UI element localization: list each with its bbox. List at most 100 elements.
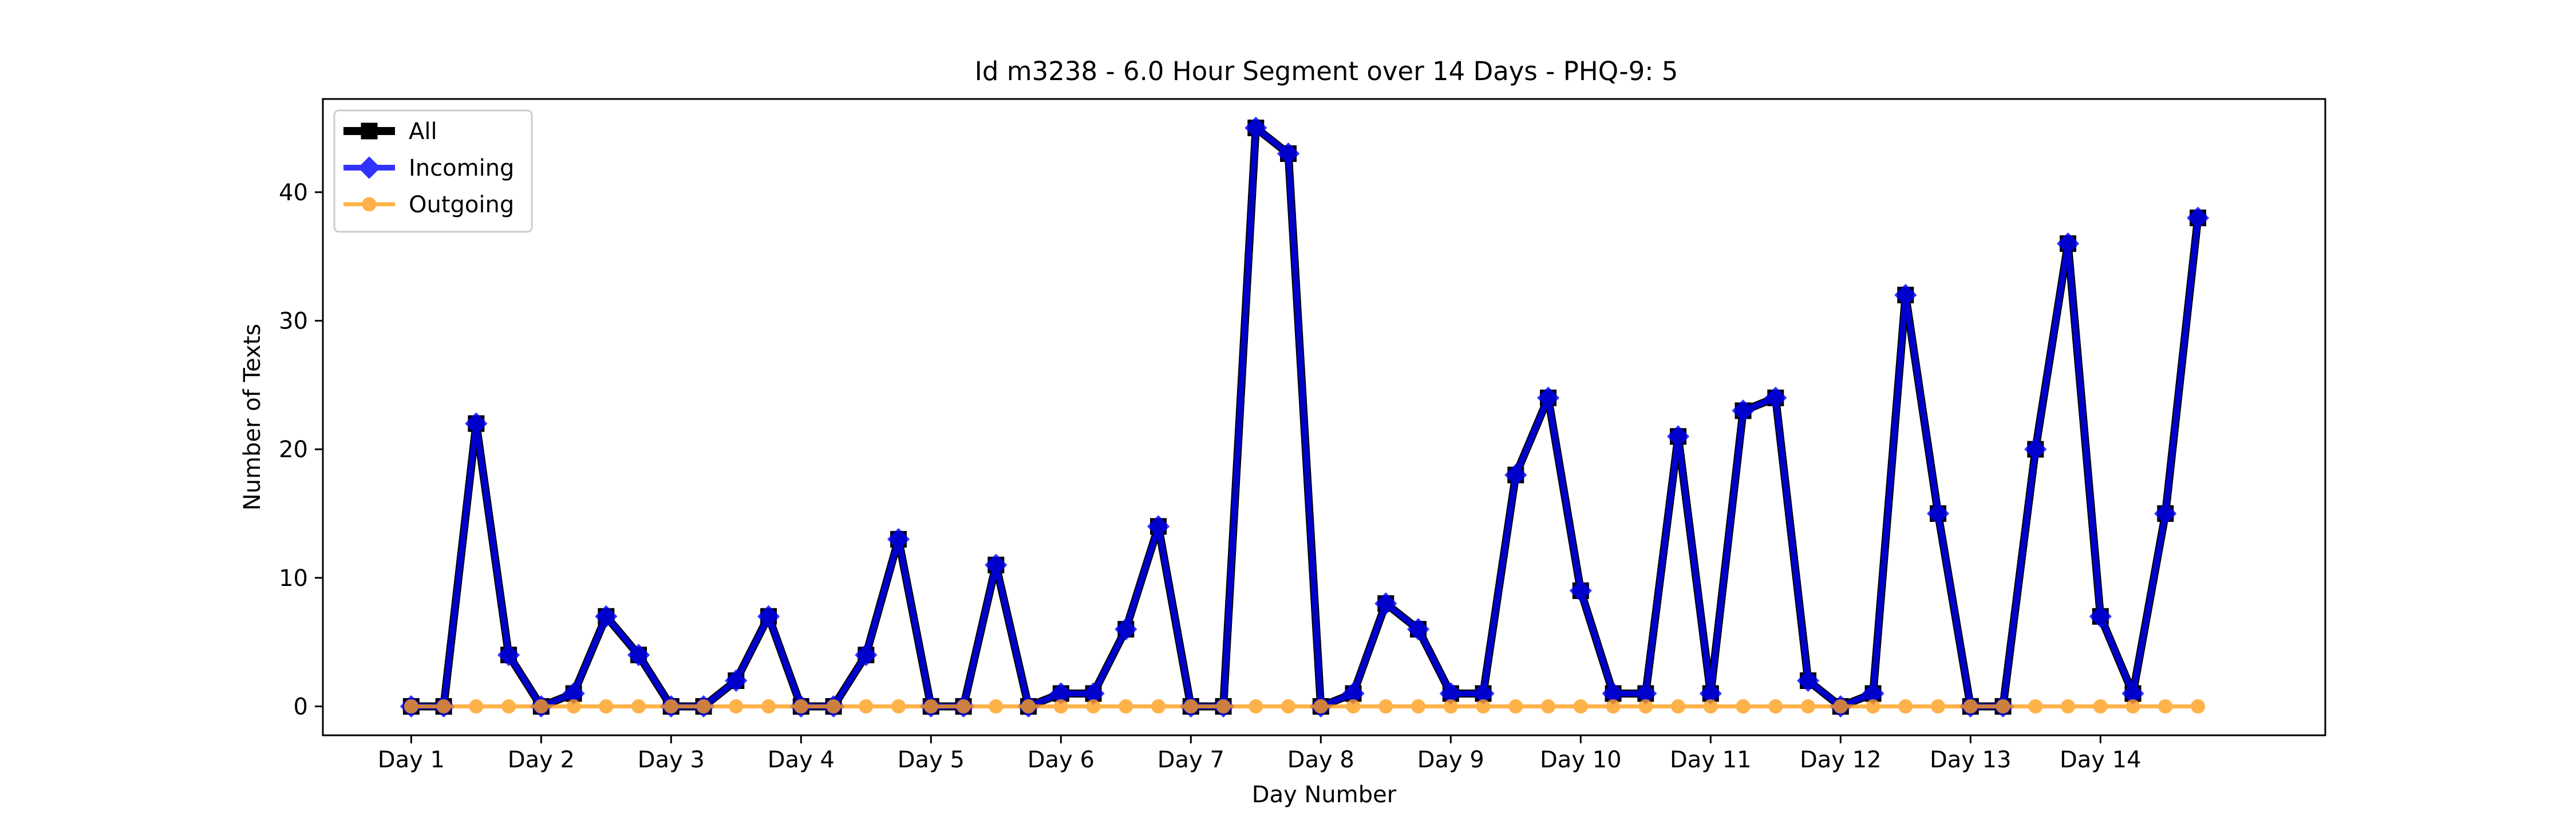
data-point-incoming bbox=[1796, 669, 1820, 692]
data-point-outgoing bbox=[1021, 699, 1036, 714]
data-point-outgoing bbox=[2191, 699, 2206, 714]
data-point-outgoing bbox=[1443, 699, 1458, 714]
x-tick-label: Day 8 bbox=[1287, 747, 1354, 773]
data-point-incoming bbox=[1732, 399, 1755, 422]
y-axis-label: Number of Texts bbox=[239, 324, 266, 510]
data-point-incoming bbox=[757, 605, 780, 628]
y-tick-label: 10 bbox=[279, 565, 308, 592]
legend-box bbox=[333, 109, 533, 233]
data-point-outgoing bbox=[2125, 699, 2140, 714]
data-point-outgoing bbox=[1476, 699, 1491, 714]
x-tick-label: Day 1 bbox=[378, 747, 445, 773]
data-point-outgoing bbox=[1378, 699, 1393, 714]
y-tick-label: 40 bbox=[279, 180, 308, 206]
y-tick-label: 20 bbox=[279, 437, 308, 463]
data-point-incoming bbox=[627, 643, 650, 667]
data-point-outgoing bbox=[631, 699, 646, 714]
legend-item-outgoing bbox=[343, 197, 395, 212]
y-axis-ticks: 0 10 20 30 40 bbox=[279, 180, 323, 720]
data-point-outgoing bbox=[534, 699, 548, 714]
data-point-outgoing bbox=[826, 699, 841, 714]
data-point-incoming bbox=[1406, 618, 1430, 641]
data-point-incoming bbox=[1277, 142, 1300, 165]
data-point-outgoing bbox=[2028, 699, 2043, 714]
data-point-outgoing bbox=[1768, 699, 1783, 714]
legend-label: Incoming bbox=[409, 155, 514, 181]
data-point-incoming bbox=[1147, 515, 1170, 538]
y-tick-label: 0 bbox=[294, 694, 308, 720]
data-point-outgoing bbox=[1671, 699, 1686, 714]
data-point-incoming bbox=[2056, 232, 2080, 255]
data-point-outgoing bbox=[1801, 699, 1816, 714]
data-point-outgoing bbox=[923, 699, 938, 714]
chart-title: Id m3238 - 6.0 Hour Segment over 14 Days… bbox=[975, 56, 1678, 86]
data-point-outgoing bbox=[1216, 699, 1231, 714]
x-axis-ticks: Day 1 Day 2 Day 3 Day 4 Day 5 Day 6 Day 7 Day 8… bbox=[378, 735, 2142, 773]
data-point-incoming bbox=[2089, 605, 2112, 628]
data-point-incoming bbox=[1569, 579, 1592, 602]
data-point-outgoing bbox=[1346, 699, 1361, 714]
data-point-outgoing bbox=[663, 699, 678, 714]
data-point-incoming bbox=[2186, 207, 2210, 229]
data-point-incoming bbox=[1666, 425, 1690, 448]
data-point-incoming bbox=[985, 553, 1008, 576]
data-point-outgoing bbox=[729, 699, 744, 714]
x-tick-label: Day 12 bbox=[1800, 747, 1882, 773]
x-tick-label: Day 11 bbox=[1670, 747, 1752, 773]
data-point-incoming bbox=[595, 605, 618, 628]
data-point-incoming bbox=[1244, 116, 1267, 140]
data-point-outgoing bbox=[1119, 699, 1133, 714]
data-point-outgoing bbox=[1931, 699, 1946, 714]
data-point-outgoing bbox=[696, 699, 711, 714]
data-point-outgoing bbox=[2061, 699, 2076, 714]
x-tick-label: Day 10 bbox=[1540, 747, 1622, 773]
x-tick-label: Day 13 bbox=[1930, 747, 2012, 773]
data-point-incoming bbox=[725, 669, 748, 692]
series-outgoing bbox=[404, 699, 2206, 714]
plot-frame bbox=[322, 98, 2326, 736]
data-point-outgoing bbox=[501, 699, 516, 714]
data-point-outgoing bbox=[859, 699, 874, 714]
data-point-outgoing bbox=[956, 699, 971, 714]
data-point-outgoing bbox=[1638, 699, 1653, 714]
data-point-outgoing bbox=[2093, 699, 2108, 714]
data-point-outgoing bbox=[1281, 699, 1296, 714]
legend-item-all bbox=[343, 122, 395, 140]
y-tick-label: 30 bbox=[279, 308, 308, 335]
data-point-outgoing bbox=[1996, 699, 2010, 714]
x-tick-label: Day 9 bbox=[1417, 747, 1484, 773]
legend-item-incoming bbox=[343, 156, 395, 179]
x-tick-label: Day 2 bbox=[508, 747, 575, 773]
data-point-outgoing bbox=[566, 699, 581, 714]
data-point-incoming bbox=[1764, 386, 1787, 409]
data-point-incoming bbox=[1926, 502, 1950, 525]
data-point-outgoing bbox=[469, 699, 484, 714]
x-tick-label: Day 4 bbox=[768, 747, 835, 773]
x-axis-label: Day Number bbox=[1252, 782, 1397, 808]
data-point-incoming bbox=[1374, 592, 1397, 615]
data-point-outgoing bbox=[1833, 699, 1848, 714]
data-point-incoming bbox=[1504, 464, 1527, 486]
x-tick-label: Day 3 bbox=[638, 747, 705, 773]
data-point-outgoing bbox=[1541, 699, 1556, 714]
x-tick-label: Day 7 bbox=[1157, 747, 1224, 773]
legend-marker bbox=[358, 156, 381, 179]
data-point-outgoing bbox=[1573, 699, 1588, 714]
data-point-outgoing bbox=[793, 699, 808, 714]
data-point-incoming bbox=[1894, 283, 1917, 307]
data-point-outgoing bbox=[1736, 699, 1751, 714]
legend-marker bbox=[361, 122, 378, 140]
legend-label: Outgoing bbox=[409, 192, 514, 218]
x-tick-label: Day 6 bbox=[1028, 747, 1095, 773]
data-point-outgoing bbox=[1508, 699, 1523, 714]
data-point-outgoing bbox=[989, 699, 1003, 714]
plot-area bbox=[400, 116, 2210, 718]
data-point-outgoing bbox=[1249, 699, 1263, 714]
legend-label: All bbox=[409, 118, 437, 145]
data-point-outgoing bbox=[1963, 699, 1978, 714]
data-point-outgoing bbox=[2158, 699, 2173, 714]
legend: All Incoming Outgoing bbox=[333, 109, 533, 233]
data-point-incoming bbox=[887, 528, 910, 551]
data-point-incoming bbox=[2024, 438, 2047, 461]
